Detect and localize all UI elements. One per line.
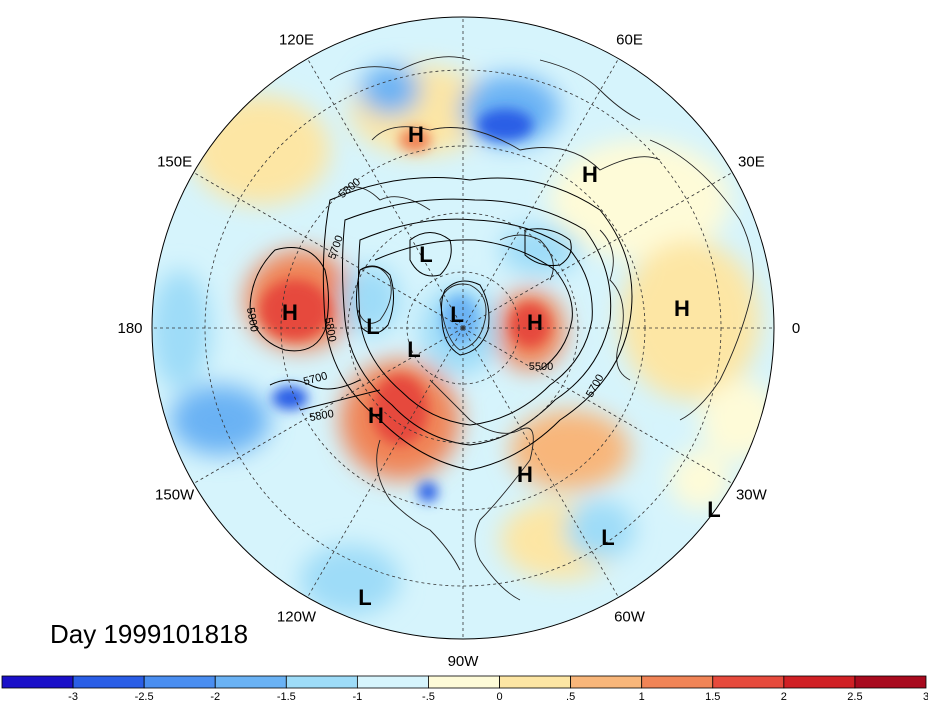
colorbar-swatch (570, 675, 643, 689)
map-boundary (151, 16, 775, 640)
contour-label: 5900 (244, 307, 260, 333)
longitude-label: 150E (157, 154, 192, 171)
colorbar-tick-label: -3 (68, 691, 78, 702)
colorbar-tick-label: -.5 (422, 691, 435, 702)
longitude-label: 120W (277, 608, 317, 625)
low-pressure-center: L (366, 314, 379, 339)
longitude-label: 90E (450, 0, 477, 4)
colorbar-tick-label: 0 (496, 691, 502, 702)
longitude-label: 30W (736, 487, 768, 504)
colorbar-tick-label: 2.5 (847, 691, 862, 702)
svg-text:5500: 5500 (529, 361, 553, 373)
colorbar-swatch (72, 675, 145, 689)
longitude-label: 180 (117, 320, 142, 337)
longitude-label: 60W (614, 608, 646, 625)
colorbar-swatch (641, 675, 714, 689)
colorbar-swatch (214, 675, 287, 689)
low-pressure-center: L (601, 525, 614, 550)
colorbar-tick-label: -2 (210, 691, 220, 702)
colorbar-tick-label: .5 (566, 691, 575, 702)
svg-text:5900: 5900 (244, 307, 260, 333)
colorbar-tick-label: 3 (923, 691, 928, 702)
longitude-label: 0 (792, 320, 800, 337)
svg-text:5800: 5800 (309, 408, 335, 424)
longitude-label: 150W (155, 487, 195, 504)
coastlines (329, 56, 754, 601)
longitude-label: 30E (738, 154, 765, 171)
height-contours (249, 177, 633, 471)
colorbar-swatch (356, 675, 429, 689)
longitude-label: 60E (616, 32, 643, 49)
low-pressure-center: L (407, 337, 420, 362)
day-label: Day 1999101818 (50, 619, 249, 649)
graticule (152, 17, 774, 639)
pressure-centers: H H H H H H H L L L L L L L (282, 122, 721, 610)
high-pressure-center: H (527, 310, 543, 335)
high-pressure-center: H (517, 462, 533, 487)
colorbar-tick-label: -1 (352, 691, 362, 702)
high-pressure-center: H (582, 162, 598, 187)
colorbar-tick-label: 1.5 (705, 691, 720, 702)
colorbar-tick-label: -2.5 (135, 691, 154, 702)
contour-label: 5800 (322, 317, 338, 343)
high-pressure-center: H (674, 296, 690, 321)
high-pressure-center: H (368, 403, 384, 428)
longitude-labels: 90E 60E 30E 0 30W 60W 90W 120W 150W 180 150E 120E (117, 0, 800, 670)
colorbar: -3 -2.5 -2 -1.5 -1 -.5 0 .5 1 1.5 2 2.5 3 (1, 675, 928, 702)
low-pressure-center: L (707, 497, 720, 522)
low-pressure-center: L (358, 585, 371, 610)
colorbar-tick-label: -1.5 (277, 691, 296, 702)
longitude-label: 120E (279, 32, 314, 49)
colorbar-swatch (854, 675, 927, 689)
high-pressure-center: H (408, 122, 424, 147)
colorbar-swatch (428, 675, 500, 689)
low-pressure-center: L (419, 242, 432, 267)
high-pressure-center: H (282, 300, 298, 325)
colorbar-swatch (499, 675, 572, 689)
colorbar-swatch (712, 675, 785, 689)
colorbar-tick-label: 1 (639, 691, 645, 702)
svg-text:5800: 5800 (322, 317, 338, 343)
contour-label: 5500 (529, 361, 553, 373)
low-pressure-center: L (450, 302, 463, 327)
colorbar-swatch (285, 675, 358, 689)
contour-label: 5800 (309, 408, 335, 424)
colorbar-tick-label: 2 (781, 691, 787, 702)
colorbar-swatch (783, 675, 856, 689)
longitude-label: 90W (448, 653, 480, 670)
colorbar-swatch (1, 675, 74, 689)
colorbar-swatch (143, 675, 216, 689)
